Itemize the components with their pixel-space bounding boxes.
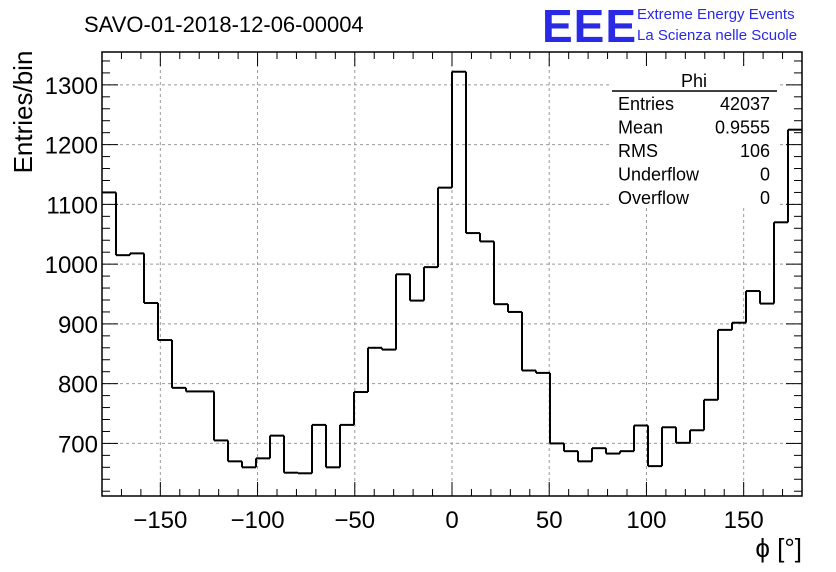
brand-line-1: Extreme Energy Events: [637, 6, 795, 23]
y-tick-label: 1300: [45, 73, 98, 100]
tick-labels: −150 −100 −50 0 50 100 150 700 800 900 1000 1100 120…: [45, 73, 764, 534]
chart-title: SAVO-01-2018-12-06-00004: [84, 12, 364, 37]
x-axis-label: ϕ [°]: [755, 533, 802, 563]
stats-label-rms: RMS: [618, 141, 658, 161]
y-tick-label: 1100: [46, 192, 98, 219]
stats-label-underflow: Underflow: [618, 165, 700, 185]
stats-label-entries: Entries: [618, 94, 674, 114]
stats-box-background: [612, 66, 777, 208]
stats-value-rms: 106: [740, 141, 770, 161]
y-tick-label: 900: [58, 312, 98, 339]
x-tick-label: 0: [445, 507, 458, 534]
stats-value-overflow: 0: [760, 188, 770, 208]
axes: [101, 51, 803, 497]
x-tick-label: 150: [724, 507, 764, 534]
eee-logo-text: EEE: [542, 0, 637, 52]
stats-value-underflow: 0: [760, 165, 770, 185]
stats-box: Phi Entries 42037 Mean 0.9555 RMS 106 Underflo…: [612, 66, 777, 208]
x-tick-label: 100: [626, 507, 666, 534]
stats-value-entries: 42037: [720, 94, 770, 114]
brand-line-2: La Scienza nelle Scuole: [637, 27, 797, 44]
stats-label-mean: Mean: [618, 118, 663, 138]
y-tick-label: 1200: [45, 133, 98, 160]
stats-label-overflow: Overflow: [618, 188, 690, 208]
y-tick-label: 800: [58, 372, 98, 399]
x-tick-label: −150: [133, 507, 187, 534]
y-tick-label: 1000: [45, 252, 98, 279]
eee-logo: EEE Extreme Energy Events La Scienza nel…: [542, 0, 797, 52]
y-tick-label: 700: [58, 431, 98, 458]
x-tick-label: 50: [536, 507, 563, 534]
stats-value-mean: 0.9555: [715, 118, 770, 138]
x-tick-label: −100: [231, 507, 285, 534]
x-tick-label: −50: [334, 507, 375, 534]
stats-box-title: Phi: [681, 71, 707, 91]
y-axis-label: Entries/bin: [8, 51, 38, 174]
